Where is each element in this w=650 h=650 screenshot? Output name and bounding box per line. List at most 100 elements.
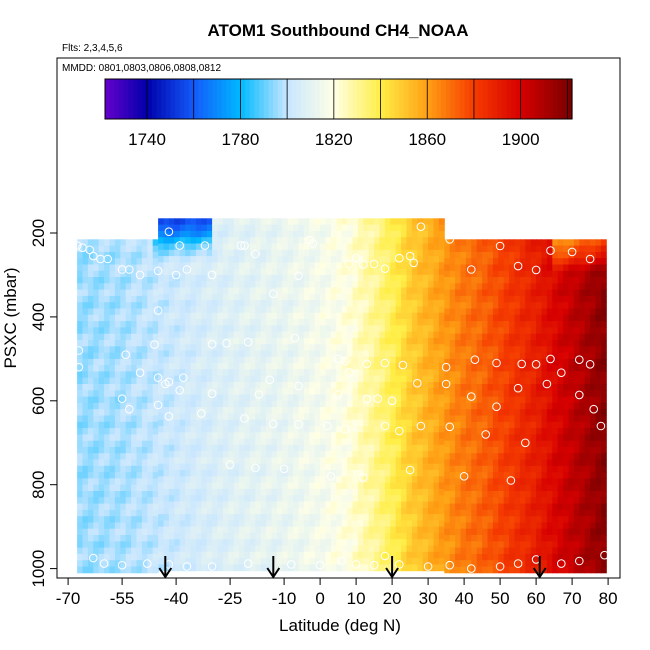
heatmap-cell	[428, 350, 434, 358]
heatmap-cell	[406, 545, 413, 553]
heatmap-cell	[179, 426, 186, 433]
heatmap-cell	[249, 507, 256, 515]
heatmap-cell	[395, 319, 402, 326]
heatmap-cell	[255, 419, 262, 427]
heatmap-cell	[374, 539, 380, 546]
heatmap-cell	[266, 526, 272, 534]
heatmap-cell	[422, 463, 429, 471]
heatmap-cell	[206, 545, 213, 553]
heatmap-cell	[444, 465, 451, 473]
heatmap-cell	[212, 545, 218, 553]
heatmap-cell	[384, 256, 391, 263]
heatmap-cell	[525, 522, 532, 530]
heatmap-cell	[374, 432, 380, 440]
heatmap-cell	[336, 230, 343, 238]
heatmap-cell	[228, 507, 235, 515]
heatmap-cell	[287, 224, 294, 232]
heatmap-cell	[514, 308, 521, 316]
heatmap-cell	[287, 451, 294, 458]
heatmap-cell	[212, 526, 218, 534]
heatmap-cell	[541, 497, 548, 505]
heatmap-cell	[168, 243, 175, 251]
heatmap-cell	[244, 293, 251, 301]
heatmap-cell	[514, 459, 521, 467]
heatmap-cell	[379, 274, 386, 282]
heatmap-cell	[379, 325, 386, 333]
heatmap-cell	[498, 327, 505, 335]
heatmap-cell	[87, 327, 94, 335]
heatmap-cell	[352, 293, 359, 301]
heatmap-cell	[498, 415, 505, 423]
heatmap-cell	[503, 277, 510, 284]
heatmap-cell	[455, 415, 461, 423]
heatmap-cell	[228, 256, 235, 263]
heatmap-cell	[185, 558, 191, 565]
heatmap-cell	[476, 560, 483, 567]
heatmap-cell	[541, 434, 548, 442]
heatmap-cell	[287, 457, 294, 465]
heatmap-cell	[174, 319, 181, 326]
heatmap-cell	[244, 306, 251, 314]
heatmap-cell	[260, 470, 267, 477]
heatmap-cell	[276, 262, 283, 270]
heatmap-cell	[525, 239, 532, 247]
heatmap-cell	[476, 522, 483, 530]
heatmap-cell	[525, 283, 532, 291]
heatmap-cell	[158, 300, 164, 307]
heatmap-cell	[77, 453, 83, 460]
heatmap-cell	[438, 281, 445, 288]
heatmap-cell	[136, 428, 143, 435]
heatmap-cell	[314, 281, 321, 288]
heatmap-cell	[546, 503, 553, 511]
heatmap-cell	[206, 375, 213, 383]
heatmap-cell	[525, 409, 532, 416]
heatmap-cell	[131, 440, 137, 448]
heatmap-cell	[390, 363, 397, 370]
heatmap-cell	[217, 274, 224, 282]
heatmap-cell	[212, 230, 218, 238]
heatmap-cell	[190, 375, 197, 383]
heatmap-cell	[428, 426, 434, 433]
heatmap-cell	[114, 509, 121, 517]
heatmap-cell	[168, 488, 175, 496]
heatmap-cell	[476, 566, 483, 574]
heatmap-cell	[320, 400, 326, 408]
heatmap-cell	[428, 432, 434, 440]
heatmap-cell	[233, 419, 240, 427]
heatmap-cell	[120, 295, 127, 303]
heatmap-cell	[320, 444, 326, 452]
heatmap-cell	[336, 331, 343, 339]
heatmap-cell	[482, 547, 488, 555]
heatmap-cell	[309, 514, 316, 521]
heatmap-cell	[163, 256, 170, 263]
heatmap-cell	[449, 421, 456, 429]
heatmap-cell	[384, 381, 391, 389]
heatmap-cell	[320, 268, 326, 276]
heatmap-cell	[125, 478, 132, 486]
heatmap-cell	[428, 363, 434, 370]
heatmap-cell	[125, 503, 132, 511]
heatmap-cell	[352, 388, 359, 395]
heatmap-cell	[498, 478, 505, 486]
colorbar-segment	[450, 79, 456, 119]
heatmap-cell	[476, 472, 483, 479]
heatmap-cell	[201, 237, 208, 244]
heatmap-cell	[287, 262, 294, 270]
heatmap-cell	[293, 293, 299, 301]
heatmap-cell	[255, 388, 262, 395]
heatmap-cell	[422, 237, 429, 244]
heatmap-cell	[363, 444, 370, 452]
heatmap-cell	[125, 346, 132, 354]
heatmap-cell	[363, 558, 370, 565]
heatmap-cell	[384, 444, 391, 452]
heatmap-cell	[174, 520, 181, 528]
heatmap-cell	[509, 522, 515, 530]
heatmap-cell	[428, 274, 434, 282]
heatmap-cell	[552, 258, 559, 265]
heatmap-cell	[314, 325, 321, 333]
heatmap-cell	[422, 520, 429, 528]
heatmap-cell	[260, 274, 267, 282]
heatmap-cell	[120, 522, 127, 530]
heatmap-cell	[309, 256, 316, 263]
heatmap-cell	[255, 501, 262, 509]
